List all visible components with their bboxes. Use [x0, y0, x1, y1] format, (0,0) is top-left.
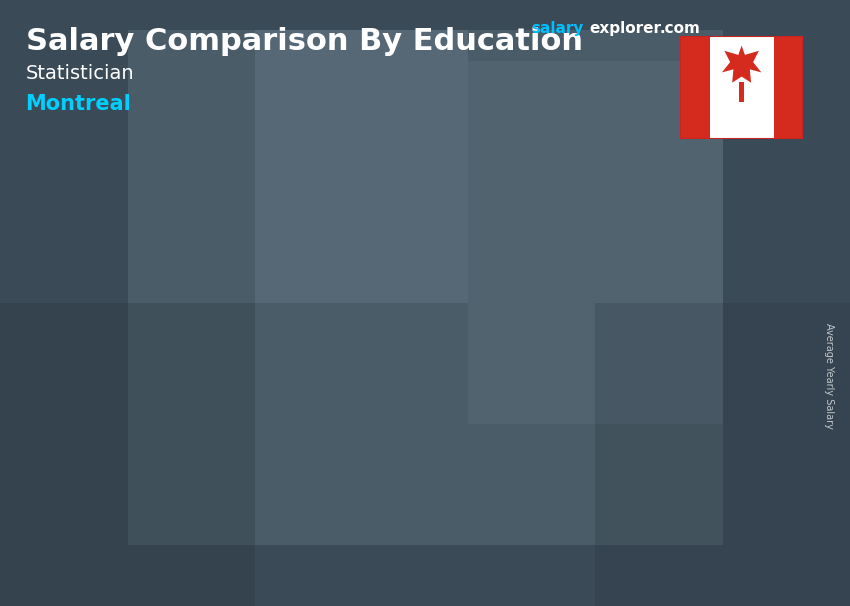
Bar: [599, 250, 689, 558]
Text: Average Yearly Salary: Average Yearly Salary: [824, 323, 834, 428]
Text: +38%: +38%: [224, 298, 300, 322]
Text: 170,000 CAD: 170,000 CAD: [354, 336, 463, 354]
Bar: [128, 422, 217, 558]
Text: Statistician: Statistician: [26, 64, 134, 82]
Bar: [0, 303, 255, 606]
Text: Salary Comparison By Education: Salary Comparison By Education: [26, 27, 582, 56]
Polygon shape: [599, 244, 702, 250]
Bar: [364, 370, 453, 558]
Bar: [680, 36, 710, 139]
Bar: [595, 303, 850, 606]
Text: Montreal: Montreal: [26, 94, 131, 114]
Text: salary: salary: [531, 21, 584, 36]
Text: .com: .com: [660, 21, 700, 36]
Polygon shape: [128, 415, 230, 422]
Polygon shape: [217, 415, 230, 558]
Polygon shape: [722, 45, 762, 83]
Text: +64%: +64%: [469, 194, 559, 222]
Bar: [468, 61, 722, 424]
Bar: [255, 30, 468, 303]
Polygon shape: [453, 363, 466, 558]
Text: 278,000 CAD: 278,000 CAD: [711, 217, 821, 235]
Polygon shape: [689, 244, 702, 558]
Text: explorer: explorer: [589, 21, 661, 36]
Polygon shape: [364, 363, 466, 370]
Bar: [740, 82, 744, 102]
Bar: [774, 36, 803, 139]
Bar: [128, 30, 722, 545]
Text: 123,000 CAD: 123,000 CAD: [8, 388, 118, 406]
